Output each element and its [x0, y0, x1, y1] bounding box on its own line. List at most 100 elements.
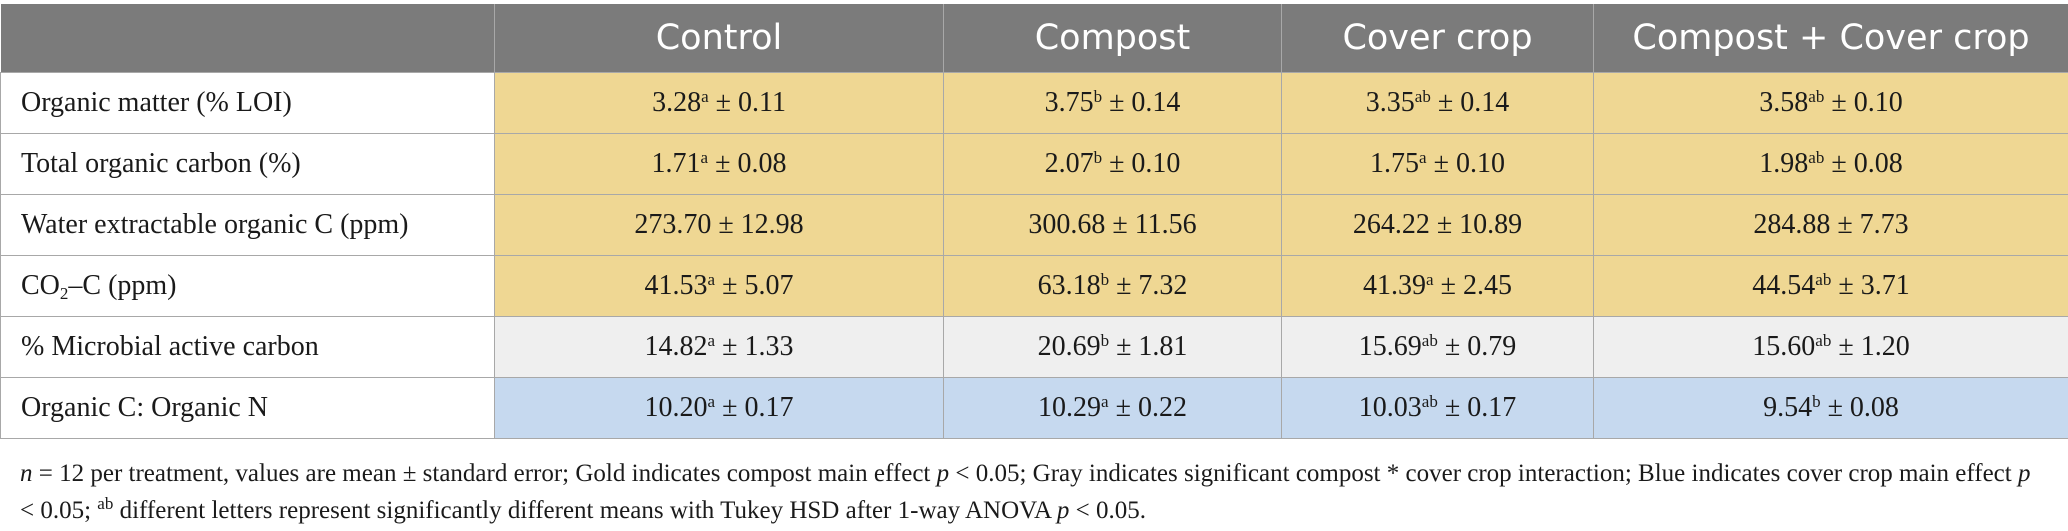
table-cell: 44.54ab ± 3.71 [1593, 255, 2068, 317]
table-row: % Microbial active carbon 14.82a ± 1.33 … [0, 316, 2068, 378]
table-cell: 3.75b ± 0.14 [943, 72, 1282, 134]
footnote-p: p [1056, 497, 1070, 524]
cell-letter: ab [1421, 392, 1438, 411]
cell-value: 41.39 [1363, 270, 1427, 301]
cell-letter: ab [1815, 331, 1832, 350]
cell-value: 20.69 [1037, 331, 1101, 362]
cell-letter: a [700, 148, 709, 167]
cell-error: ± 0.17 [1437, 392, 1517, 423]
cell-error: ± 0.22 [1108, 392, 1187, 423]
cell-error: ± 0.14 [1430, 87, 1510, 118]
cell-value: 3.28 [652, 87, 702, 118]
table-cell: 15.60ab ± 1.20 [1593, 316, 2068, 378]
cell-letter: b [1093, 87, 1103, 106]
results-table: Control Compost Cover crop Compost + Cov… [0, 4, 2068, 439]
cell-value: 14.82 [644, 331, 708, 362]
cell-value: 15.69 [1358, 331, 1422, 362]
row-label: Organic matter (% LOI) [0, 72, 495, 134]
cell-error: ± 7.32 [1109, 270, 1188, 301]
cell-error: ± 0.10 [1824, 87, 1903, 118]
table-cell: 1.75a ± 0.10 [1281, 133, 1594, 195]
table-cell: 284.88 ± 7.73 [1593, 194, 2068, 256]
cell-error: ± 1.33 [715, 331, 794, 362]
footnote-n: n [20, 460, 33, 487]
cell-error: ± 0.14 [1102, 87, 1181, 118]
table-cell: 10.03ab ± 0.17 [1281, 377, 1594, 439]
table-cell: 15.69ab ± 0.79 [1281, 316, 1594, 378]
cell-value: 9.54 [1763, 392, 1813, 423]
table-cell: 273.70 ± 12.98 [494, 194, 944, 256]
cell-error: ± 0.08 [1820, 392, 1899, 423]
table-cell: 41.53a ± 5.07 [494, 255, 944, 317]
cell-error: ± 0.79 [1437, 331, 1517, 362]
footnote-ab: ab [97, 494, 114, 513]
row-label: % Microbial active carbon [0, 316, 495, 378]
footnote-text: = 12 per treatment, values are mean ± st… [32, 460, 937, 487]
cell-letter: ab [1808, 148, 1825, 167]
cell-value: 1.71 [651, 148, 701, 179]
cell-letter: a [707, 331, 716, 350]
cell-error: ± 0.17 [715, 392, 794, 423]
footnote-text: < 0.05. [1069, 497, 1147, 524]
row-label: Total organic carbon (%) [0, 133, 495, 195]
cell-letter: a [1419, 148, 1427, 167]
cell-letter: ab [1815, 270, 1832, 289]
table-cell: 10.29a ± 0.22 [943, 377, 1282, 439]
table-cell: 14.82a ± 1.33 [494, 316, 944, 378]
cell-error: ± 5.07 [715, 270, 794, 301]
table-row: Water extractable organic C (ppm) 273.70… [0, 194, 2068, 256]
cell-error: ± 7.73 [1830, 209, 1909, 240]
cell-letter: b [1812, 392, 1821, 411]
cell-value: 2.07 [1044, 148, 1094, 179]
table-cell: 20.69b ± 1.81 [943, 316, 1282, 378]
cell-letter: a [1426, 270, 1434, 289]
cell-value: 300.68 [1028, 209, 1106, 240]
row-label: Organic C: Organic N [0, 377, 495, 439]
table-cell: 41.39a ± 2.45 [1281, 255, 1594, 317]
cell-value: 41.53 [644, 270, 708, 301]
cell-letter: ab [1808, 87, 1825, 106]
cell-error: ± 12.98 [711, 209, 804, 240]
footnote-text: < 0.05; [20, 497, 98, 524]
table-cell: 3.28a ± 0.11 [494, 72, 944, 134]
cell-error: ± 11.56 [1105, 209, 1197, 240]
cell-error: ± 0.10 [1426, 148, 1505, 179]
cell-error: ± 1.20 [1831, 331, 1910, 362]
cell-value: 284.88 [1753, 209, 1831, 240]
cell-value: 10.03 [1358, 392, 1422, 423]
row-label: CO2–C (ppm) [0, 255, 495, 317]
cell-value: 63.18 [1037, 270, 1101, 301]
table-cell: 300.68 ± 11.56 [943, 194, 1282, 256]
header-cover-crop: Cover crop [1281, 4, 1594, 73]
header-compost: Compost [943, 4, 1282, 73]
cell-value: 44.54 [1752, 270, 1816, 301]
cell-letter: a [707, 270, 716, 289]
table-container: Control Compost Cover crop Compost + Cov… [0, 4, 2068, 439]
cell-error: ± 0.10 [1102, 148, 1181, 179]
cell-value: 3.58 [1759, 87, 1809, 118]
cell-error: ± 0.11 [708, 87, 786, 118]
header-corner [0, 4, 495, 73]
table-cell: 3.35ab ± 0.14 [1281, 72, 1594, 134]
table-cell: 9.54b ± 0.08 [1593, 377, 2068, 439]
cell-error: ± 0.08 [708, 148, 787, 179]
table-cell: 63.18b ± 7.32 [943, 255, 1282, 317]
cell-letter: b [1100, 331, 1110, 350]
cell-error: ± 3.71 [1831, 270, 1910, 301]
cell-value: 264.22 [1352, 209, 1430, 240]
cell-letter: a [707, 392, 716, 411]
cell-letter: b [1093, 148, 1103, 167]
table-cell: 264.22 ± 10.89 [1281, 194, 1594, 256]
table-cell: 3.58ab ± 0.10 [1593, 72, 2068, 134]
cell-letter: a [1101, 392, 1109, 411]
footnote-p: p [2017, 460, 2031, 487]
footnote-text: < 0.05; Gray indicates significant compo… [949, 460, 2018, 487]
row-label: Water extractable organic C (ppm) [0, 194, 495, 256]
label-part: CO [21, 270, 60, 301]
table-footnote: n = 12 per treatment, values are mean ± … [20, 455, 2040, 529]
cell-error: ± 0.08 [1824, 148, 1903, 179]
footnote-text: different letters represent significantl… [113, 497, 1057, 524]
table-cell: 2.07b ± 0.10 [943, 133, 1282, 195]
cell-value: 10.20 [644, 392, 708, 423]
label-subscript: 2 [59, 284, 69, 303]
